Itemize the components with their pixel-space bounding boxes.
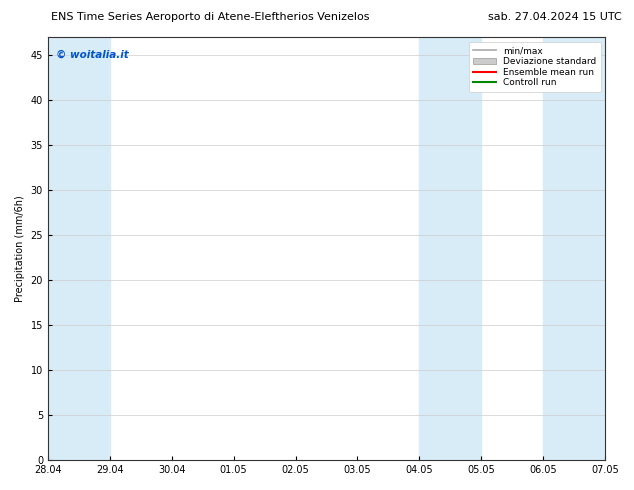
Y-axis label: Precipitation (mm/6h): Precipitation (mm/6h) [15, 195, 25, 302]
Text: sab. 27.04.2024 15 UTC: sab. 27.04.2024 15 UTC [488, 12, 621, 22]
Bar [419, 37, 481, 460]
Bar [543, 37, 605, 460]
Bar [48, 37, 110, 460]
Legend: min/max, Deviazione standard, Ensemble mean run, Controll run: min/max, Deviazione standard, Ensemble m… [469, 42, 600, 92]
Text: ENS Time Series Aeroporto di Atene-Eleftherios Venizelos: ENS Time Series Aeroporto di Atene-Eleft… [51, 12, 369, 22]
Text: © woitalia.it: © woitalia.it [56, 50, 129, 60]
